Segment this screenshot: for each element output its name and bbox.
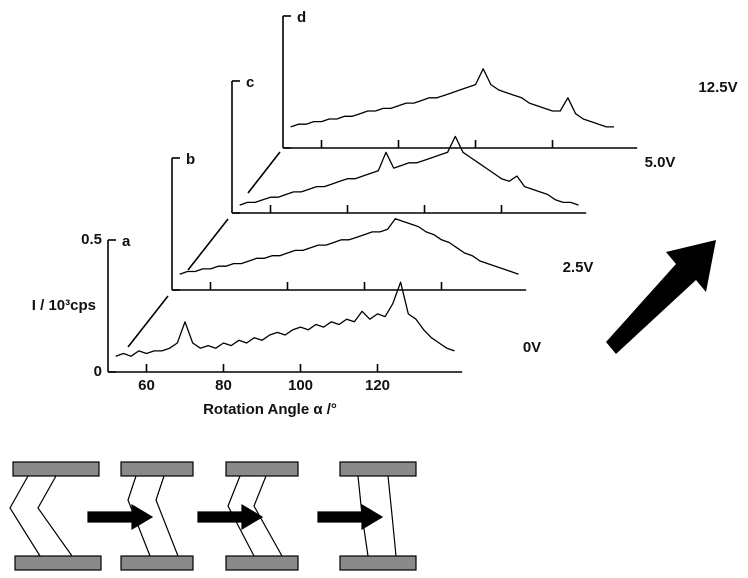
depth-line — [247, 151, 281, 194]
x-tick-label: 100 — [288, 377, 313, 394]
step-arrow — [87, 503, 154, 531]
spectrum-line — [115, 281, 455, 357]
y-axis-label: I / 10³cps — [32, 297, 96, 314]
series-label: b — [186, 151, 195, 168]
depth-line — [187, 218, 229, 271]
x-axis-label: Rotation Angle α /° — [203, 401, 337, 418]
step-arrow — [317, 503, 384, 531]
mechanism-diagram — [9, 461, 417, 571]
molecule — [37, 475, 73, 557]
x-tick-label: 120 — [365, 377, 390, 394]
series-label: a — [122, 233, 131, 250]
molecule — [155, 475, 179, 557]
y-tick-label: 0.5 — [81, 231, 102, 248]
plate — [339, 461, 417, 477]
spectrum-line — [179, 218, 519, 275]
spectrum-line — [290, 68, 615, 128]
depth-line — [127, 295, 169, 348]
series-label: c — [246, 74, 254, 91]
plate — [120, 461, 194, 477]
molecule — [387, 475, 397, 557]
voltage-label: 0V — [523, 339, 541, 356]
plate — [225, 461, 299, 477]
voltage-label: 5.0V — [645, 154, 676, 171]
y-tick-label: 0 — [94, 363, 102, 380]
x-tick-label: 60 — [138, 377, 155, 394]
plate — [12, 461, 100, 477]
spectrum-line — [239, 135, 579, 206]
voltage-label: 12.5V — [698, 79, 737, 96]
molecule — [127, 475, 151, 557]
molecule — [253, 475, 283, 557]
plate — [225, 555, 299, 571]
molecule — [9, 475, 41, 557]
trend-arrow — [606, 240, 716, 354]
series-label: d — [297, 9, 306, 26]
molecule — [227, 475, 255, 557]
x-tick-label: 80 — [215, 377, 232, 394]
plate — [339, 555, 417, 571]
step-arrow — [197, 503, 264, 531]
plate — [120, 555, 194, 571]
voltage-label: 2.5V — [563, 259, 594, 276]
plate — [14, 555, 102, 571]
